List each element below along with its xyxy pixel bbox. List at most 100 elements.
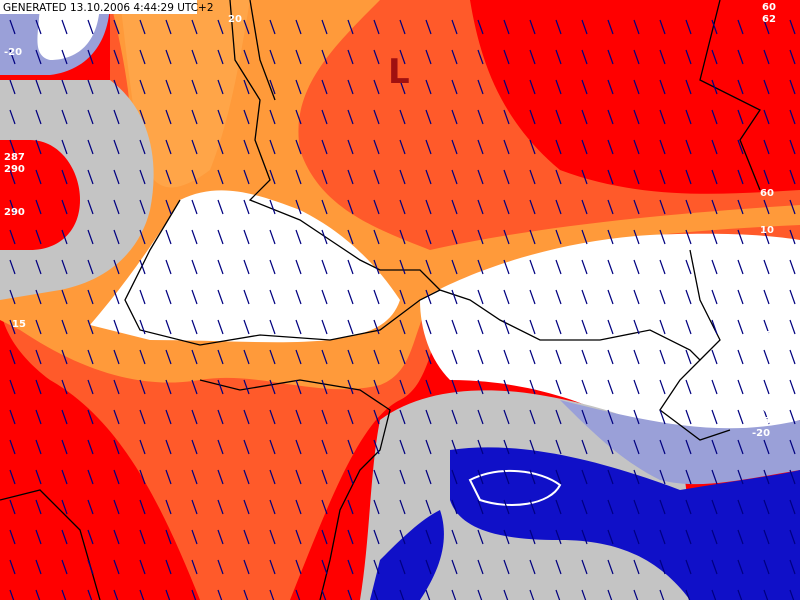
neutral-zone [90, 190, 400, 343]
wind-arrow [87, 109, 94, 125]
wind-arrow [139, 409, 146, 425]
wind-arrow [607, 79, 614, 95]
wind-arrow [269, 199, 276, 215]
wind-arrow [581, 199, 588, 215]
wind-arrow [295, 559, 302, 575]
contour-label: 20 [228, 14, 242, 25]
wind-arrow [737, 139, 744, 155]
wind-arrow [529, 49, 536, 65]
wind-arrow [581, 79, 588, 95]
wind-arrow [529, 499, 536, 515]
wind-arrow [685, 49, 692, 65]
wind-arrow [295, 529, 302, 545]
wind-arrow [685, 169, 692, 185]
wind-arrow [191, 49, 198, 65]
wind-arrow [295, 109, 302, 125]
neutral-zone [420, 233, 800, 437]
wind-arrow [35, 199, 42, 215]
wind-arrow [451, 259, 458, 275]
wind-arrow [87, 289, 94, 305]
wind-arrow [399, 409, 406, 425]
wind-arrow [113, 259, 120, 275]
wind-arrow [269, 559, 276, 575]
wind-arrow [165, 19, 172, 35]
wind-arrow [217, 289, 224, 305]
borders [0, 0, 761, 600]
wind-arrow [659, 589, 665, 600]
wind-arrow [9, 469, 16, 485]
wind-arrow [269, 529, 276, 545]
wind-arrow [139, 289, 146, 305]
wind-arrow [217, 259, 224, 275]
wind-arrow [295, 439, 302, 455]
contour-label: 60 [762, 2, 776, 13]
wind-arrow [347, 559, 354, 575]
wind-arrow [763, 229, 770, 245]
wind-arrow [165, 109, 172, 125]
wind-arrow [347, 439, 354, 455]
wind-arrow [763, 469, 770, 485]
contour-label: 290 [4, 164, 25, 175]
wind-arrow [165, 439, 172, 455]
wind-arrow [35, 289, 42, 305]
wind-arrow [685, 409, 692, 425]
wind-arrow [451, 289, 458, 305]
wind-arrow [165, 79, 172, 95]
wind-arrow [295, 19, 302, 35]
wind-arrow [659, 19, 666, 35]
wind-arrow [269, 379, 276, 395]
wind-arrow [425, 409, 432, 425]
wind-arrow [347, 109, 354, 125]
wind-arrow [555, 559, 562, 575]
wind-arrow [477, 139, 484, 155]
neutral-zone [37, 0, 100, 60]
wind-arrow [165, 379, 172, 395]
wind-arrow [789, 439, 796, 455]
wind-arrow [789, 319, 796, 335]
wind-arrow [789, 379, 796, 395]
wind-arrow [165, 589, 171, 600]
wind-arrow [607, 469, 614, 485]
wind-arrow [269, 49, 276, 65]
wind-arrow [399, 439, 406, 455]
wind-arrow [581, 469, 588, 485]
wind-arrow [269, 409, 276, 425]
wind-arrow [503, 139, 510, 155]
cold-zone [370, 510, 444, 600]
wind-arrow [425, 589, 431, 600]
wind-arrow [789, 139, 796, 155]
wind-arrow [191, 19, 198, 35]
wind-arrow [35, 229, 42, 245]
wind-arrow [9, 379, 16, 395]
wind-arrow [555, 169, 562, 185]
contour-label: 60 [760, 188, 774, 199]
wind-arrow [555, 199, 562, 215]
wind-arrow [659, 499, 666, 515]
wind-arrow [581, 169, 588, 185]
wind-arrow [295, 79, 302, 95]
wind-arrow [87, 49, 94, 65]
wind-arrow [711, 109, 718, 125]
wind-arrow [347, 139, 354, 155]
wind-arrow [165, 319, 172, 335]
wind-arrow [477, 439, 484, 455]
wind-arrow [165, 199, 172, 215]
wind-arrow [9, 109, 16, 125]
wind-arrow [529, 469, 536, 485]
wind-arrow [113, 289, 120, 305]
wind-arrow [425, 349, 432, 365]
wind-arrow [295, 469, 302, 485]
wind-arrow [503, 469, 510, 485]
wind-arrow [425, 259, 432, 275]
wind-arrow [477, 319, 484, 335]
wind-arrow [373, 529, 380, 545]
wind-arrow [113, 469, 120, 485]
wind-arrow [217, 199, 224, 215]
wind-arrow [711, 199, 718, 215]
wind-arrow [61, 289, 68, 305]
wind-arrow [555, 469, 562, 485]
wind-arrow [529, 559, 536, 575]
wind-arrow [607, 199, 614, 215]
wind-arrow [295, 49, 302, 65]
wind-arrow [373, 19, 380, 35]
